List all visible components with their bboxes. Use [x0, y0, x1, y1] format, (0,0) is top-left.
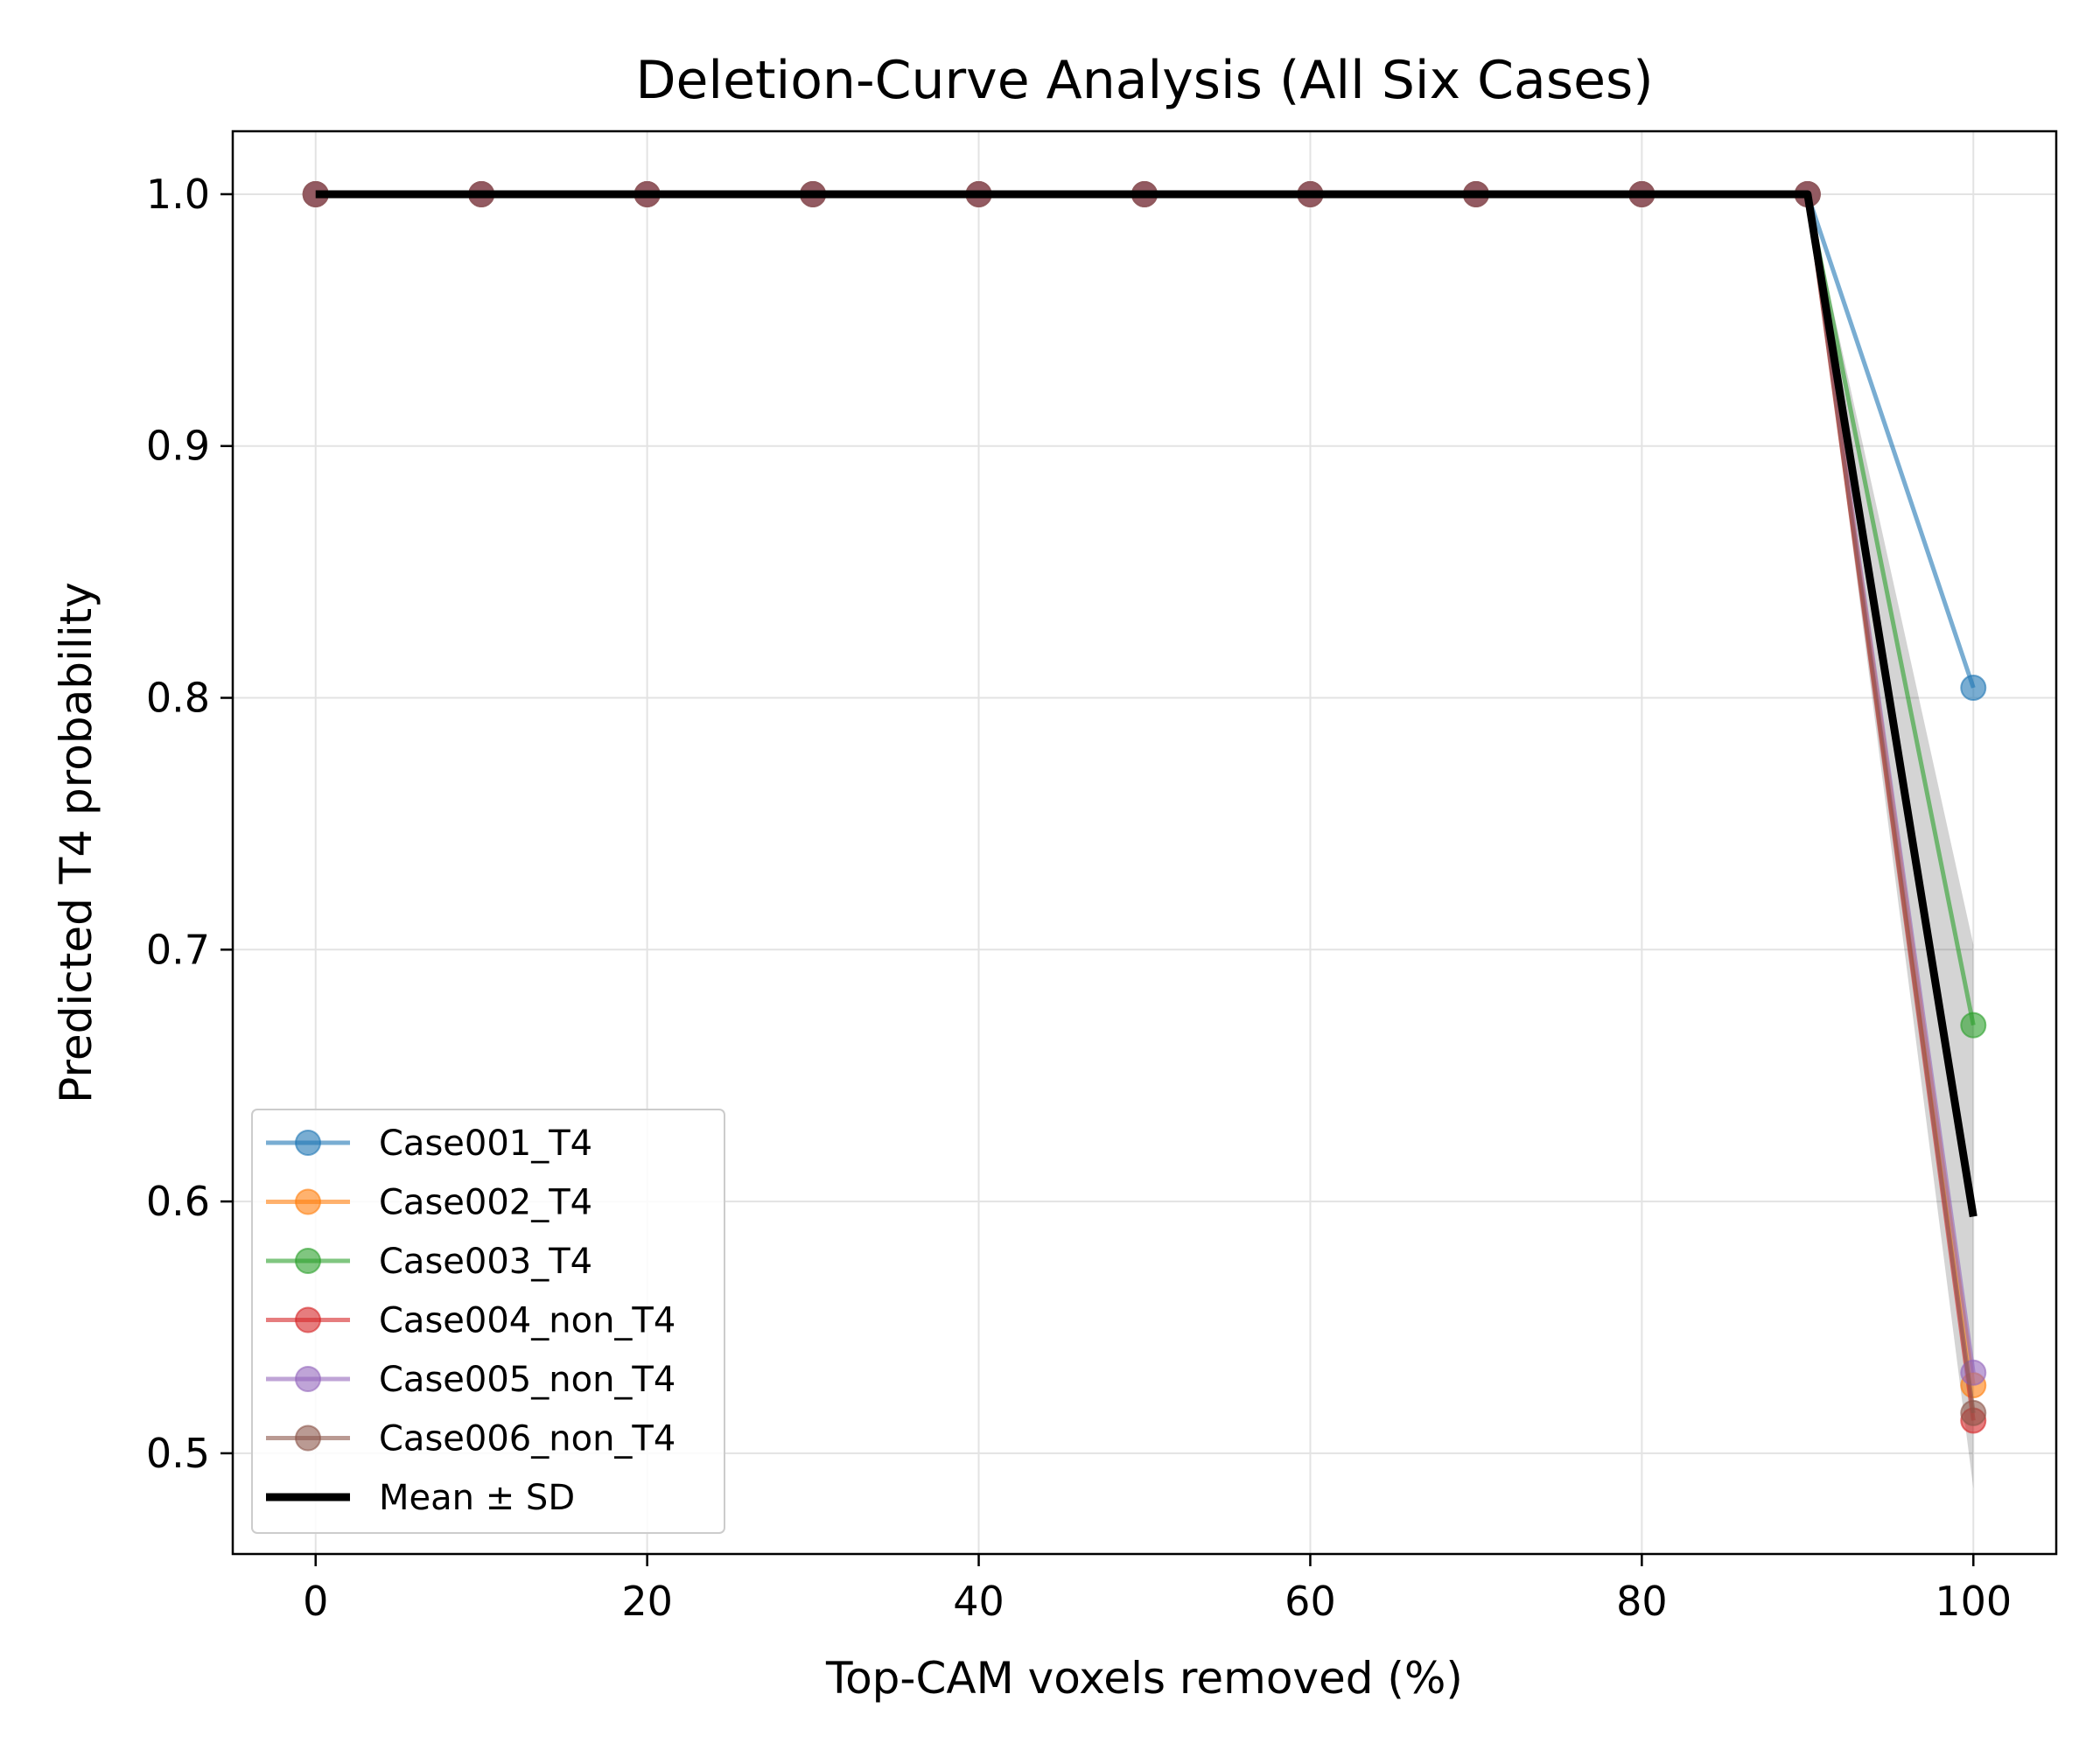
legend-label: Mean ± SD	[379, 1478, 575, 1518]
legend-swatch-marker	[295, 1248, 321, 1274]
legend-label: Case003_T4	[379, 1242, 592, 1282]
x-tick-label: 40	[953, 1578, 1004, 1625]
legend-entry: Case004_non_T4	[266, 1301, 676, 1341]
legend-entry: Case005_non_T4	[266, 1360, 676, 1400]
legend-entry: Case002_T4	[266, 1183, 592, 1223]
legend-entry: Mean ± SD	[266, 1478, 575, 1518]
x-tick-label: 20	[621, 1578, 673, 1625]
legend: Case001_T4 Case002_T4 Case003_T4 Case004_no…	[251, 1109, 725, 1534]
chart-title: Deletion-Curve Analysis (All Six Cases)	[635, 50, 1653, 111]
x-tick-label: 60	[1284, 1578, 1336, 1625]
data-point	[1960, 1399, 1987, 1426]
x-tick-label: 80	[1616, 1578, 1668, 1625]
legend-swatch-marker	[295, 1424, 321, 1452]
y-axis-label: Predicted T4 probability	[51, 582, 102, 1103]
data-point	[1960, 1012, 1987, 1039]
y-tick-label: 0.7	[146, 926, 210, 973]
legend-label: Case006_non_T4	[379, 1419, 676, 1460]
plot-frame	[231, 130, 2058, 1556]
legend-entry: Case003_T4	[266, 1242, 592, 1282]
x-tick-label: 100	[1935, 1578, 2012, 1625]
mean-line	[315, 190, 1978, 1218]
x-tick-label: 0	[303, 1578, 328, 1625]
legend-entry: Case001_T4	[266, 1124, 592, 1164]
legend-swatch-marker	[295, 1188, 321, 1215]
legend-swatch-marker	[295, 1366, 321, 1392]
y-tick-label: 1.0	[146, 171, 210, 218]
legend-label: Case004_non_T4	[379, 1301, 676, 1341]
y-tick-label: 0.5	[146, 1430, 210, 1477]
legend-label: Case001_T4	[379, 1124, 592, 1164]
legend-swatch-marker	[295, 1306, 321, 1334]
data-point	[1960, 675, 1987, 702]
y-tick-label: 0.6	[146, 1178, 210, 1225]
legend-swatch-marker	[295, 1130, 321, 1156]
y-tick-label: 0.9	[146, 423, 210, 470]
x-axis-label: Top-CAM voxels removed (%)	[825, 1653, 1463, 1704]
axis-ticks: 0 20 40 60 80 100 0.5 0.6 0.7 0.8 0.9 1.0	[146, 171, 2012, 1625]
mean-line-layer	[315, 190, 1978, 1218]
y-tick-label: 0.8	[146, 675, 210, 722]
legend-box	[251, 1109, 725, 1534]
legend-label: Case005_non_T4	[379, 1360, 676, 1400]
legend-label: Case002_T4	[379, 1183, 592, 1223]
legend-entry: Case006_non_T4	[266, 1419, 676, 1460]
